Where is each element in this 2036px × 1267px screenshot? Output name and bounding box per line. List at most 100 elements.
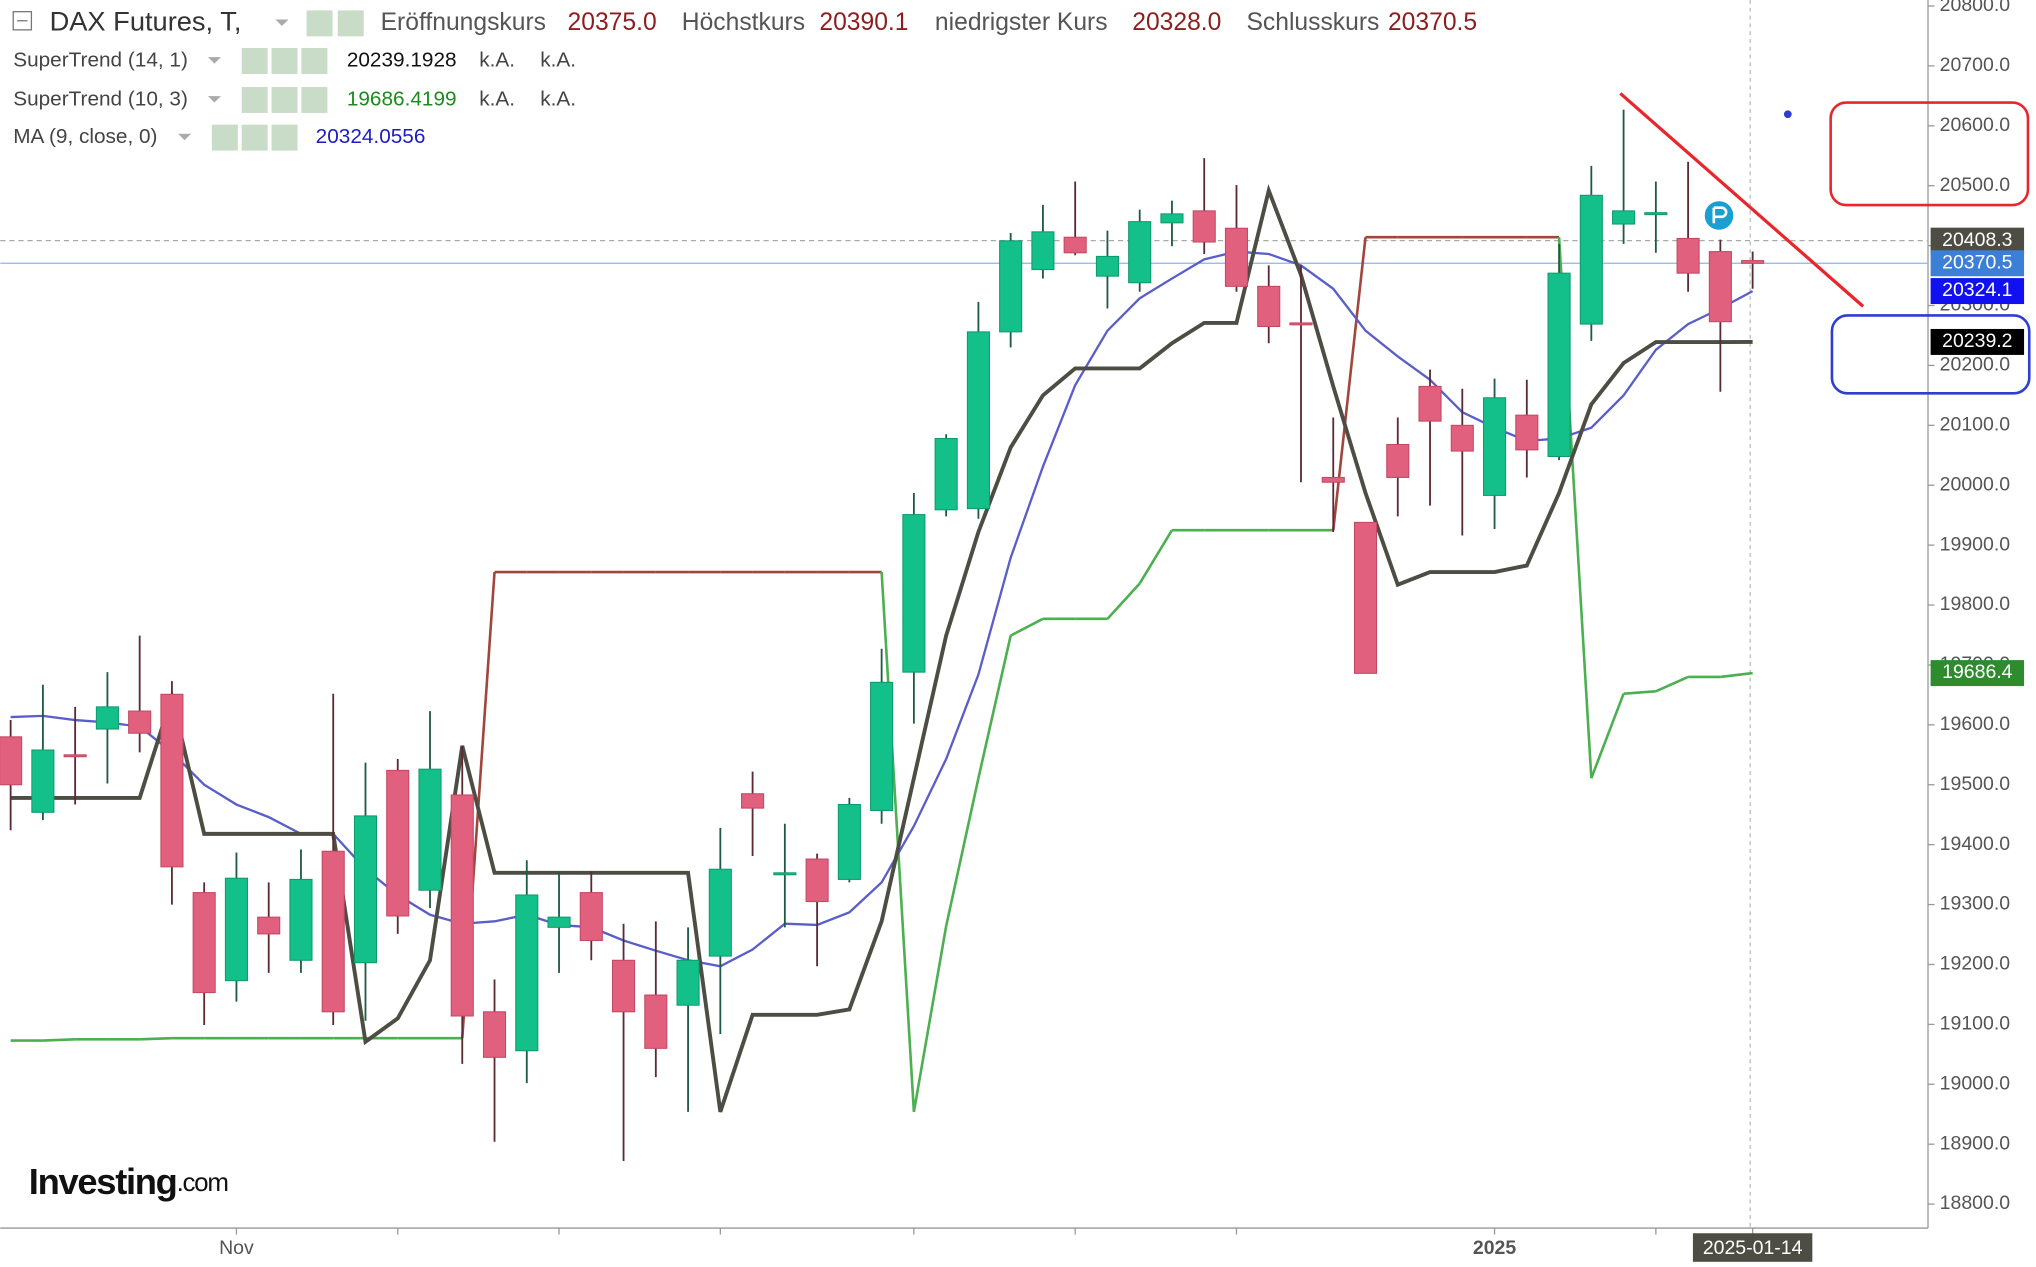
highlight-box xyxy=(1830,314,2031,395)
candle-body xyxy=(515,894,539,1052)
price-tag xyxy=(1930,278,2025,305)
settings-button[interactable] xyxy=(241,124,268,151)
legend-name: SuperTrend (10, 3) xyxy=(13,87,188,110)
eye-button[interactable] xyxy=(211,124,238,151)
candle-body xyxy=(1031,231,1055,271)
candle-body xyxy=(644,994,668,1049)
candle-body xyxy=(128,710,152,734)
legend-value: 20324.0556 xyxy=(316,125,426,148)
candle-body xyxy=(1482,397,1507,496)
candle-body xyxy=(1547,272,1571,457)
price-tag xyxy=(1930,328,2025,355)
candle-body xyxy=(1192,210,1216,243)
y-tick-label: 19900.0 xyxy=(1940,533,2011,555)
indicator-segment xyxy=(1010,617,1044,637)
y-tick-label: 19200.0 xyxy=(1940,953,2011,975)
candle-body xyxy=(192,892,216,994)
price-tag xyxy=(1930,250,2025,277)
header: Eröffnungskurs 20375.0 Höchstkurs 20390.1 ni… xyxy=(381,9,1478,36)
candle-body xyxy=(837,804,861,880)
dropdown-arrow[interactable] xyxy=(207,96,221,103)
legend-extra: k.A. xyxy=(540,87,576,110)
candle-body xyxy=(1321,476,1345,483)
candle-body xyxy=(353,815,378,964)
y-tick-label: 19400.0 xyxy=(1940,833,2011,855)
ohlc-name: Höchstkurs xyxy=(682,9,805,36)
watermark: Investing.com xyxy=(29,1161,228,1202)
price-tag xyxy=(1930,660,2025,687)
candle-body xyxy=(1676,237,1700,274)
candle-body xyxy=(0,736,23,786)
y-tick-label: 18900.0 xyxy=(1940,1132,2011,1154)
dropdown-arrow[interactable] xyxy=(275,19,289,26)
ohlc-name: Schlusskurs xyxy=(1246,9,1379,36)
candle-body xyxy=(870,681,894,812)
candle-body xyxy=(805,858,829,903)
price-tag-label: 20408.3 xyxy=(1942,229,2012,251)
dropdown-arrow[interactable] xyxy=(178,133,192,141)
candle-body xyxy=(579,892,603,942)
y-tick-label: 20600.0 xyxy=(1940,114,2011,136)
y-tick-label: 20800.0 xyxy=(1940,0,2011,16)
legend: SuperTrend (14, 1) 20239.1928 k.A. k.A. Supe… xyxy=(13,48,576,151)
candle-body xyxy=(63,754,87,758)
candle-body xyxy=(1741,260,1765,264)
indicator-segment xyxy=(1623,690,1656,695)
candle-body xyxy=(999,240,1023,333)
candle-body xyxy=(1257,285,1281,328)
eye-button[interactable] xyxy=(306,10,333,37)
candle-body xyxy=(902,514,926,673)
price-tag-label: 20324.1 xyxy=(1942,279,2012,301)
y-tick-label: 19500.0 xyxy=(1940,773,2011,795)
legend-name: MA (9, close, 0) xyxy=(13,125,157,148)
candle-body xyxy=(547,916,571,928)
settings-button[interactable] xyxy=(271,86,298,113)
y-tick-label: 20200.0 xyxy=(1940,354,2011,376)
candle-body xyxy=(966,331,990,510)
watermark-suffix: .com xyxy=(177,1167,228,1197)
price-tag xyxy=(1930,227,2025,254)
remove-button[interactable] xyxy=(301,86,328,113)
indicator-segment xyxy=(977,635,1012,779)
candle-body xyxy=(773,872,797,876)
candle-body xyxy=(1160,213,1184,224)
candle-body xyxy=(257,916,281,935)
indicator-segment xyxy=(944,777,980,927)
candle-body xyxy=(1579,194,1603,325)
legend-extra: k.A. xyxy=(479,87,515,110)
dropdown-arrow[interactable] xyxy=(207,57,221,64)
legend-extra: k.A. xyxy=(479,48,515,71)
candle-body xyxy=(450,794,474,1017)
candle-body xyxy=(708,868,732,957)
candle-body xyxy=(321,850,345,1013)
eye-button[interactable] xyxy=(241,48,268,74)
settings-button[interactable] xyxy=(337,10,364,37)
highlight-box xyxy=(1829,101,2030,207)
remove-button[interactable] xyxy=(271,124,298,151)
candle-body xyxy=(418,768,442,891)
settings-button[interactable] xyxy=(271,48,298,74)
candle-body xyxy=(1353,521,1378,674)
ohlc-name: niedrigster Kurs xyxy=(935,9,1108,36)
candle-body xyxy=(1224,227,1249,287)
indicator-segment xyxy=(139,1036,172,1041)
remove-button[interactable] xyxy=(301,48,328,74)
y-tick-label: 19000.0 xyxy=(1940,1072,2011,1094)
candle-body xyxy=(1708,251,1732,323)
x-tick-label: Nov xyxy=(219,1237,254,1259)
indicator-line xyxy=(10,183,1753,1113)
candle-body xyxy=(1612,210,1636,225)
collapse-button[interactable] xyxy=(12,11,33,31)
candle-body xyxy=(934,437,958,511)
candle-body xyxy=(31,749,55,813)
candle-body xyxy=(612,959,636,1013)
ohlc-value: 20328.0 xyxy=(1132,9,1221,36)
candle-body xyxy=(1418,385,1442,422)
eye-button[interactable] xyxy=(241,86,268,113)
plot-area xyxy=(0,109,1929,1161)
indicator-segment xyxy=(1720,671,1753,679)
candle-body xyxy=(676,959,700,1006)
